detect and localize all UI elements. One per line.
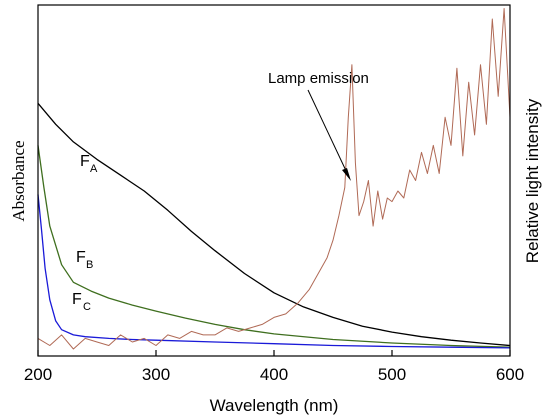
lamp-emission-annotation: Lamp emission (268, 70, 369, 87)
x-tick-label: 300 (142, 365, 170, 384)
curve-label-fc: F C (72, 291, 91, 313)
series-fb-line (37, 145, 511, 348)
y-axis-label-right: Relative light intensity (523, 98, 542, 263)
curve-label-fa-sub: A (90, 163, 98, 175)
x-tick-label: 200 (24, 365, 52, 384)
curve-label-fa-main: F (80, 153, 90, 170)
annotation-arrow-line (307, 89, 349, 176)
series-fa-line (37, 102, 511, 347)
curve-label-fc-sub: C (83, 301, 91, 313)
curve-label-fb-sub: B (86, 259, 93, 271)
x-tick-label: 500 (378, 365, 406, 384)
x-tick-label: 600 (496, 365, 524, 384)
series-lamp-emission-line (37, 8, 511, 350)
y-axis-label-left: Absorbance (9, 140, 28, 221)
curve-label-fb: F B (76, 249, 93, 271)
annotation-arrowhead (342, 168, 351, 181)
series-layer (37, 8, 511, 350)
x-tick-label: 400 (260, 365, 288, 384)
x-axis-label: Wavelength (nm) (210, 396, 339, 415)
curve-label-fb-main: F (76, 249, 86, 266)
series-fc-line (37, 194, 511, 349)
plot-frame (37, 4, 511, 357)
curve-label-fa: F A (80, 153, 98, 175)
tick-layer: 200 300 400 500 600 (24, 350, 524, 384)
curve-label-fc-main: F (72, 291, 82, 308)
